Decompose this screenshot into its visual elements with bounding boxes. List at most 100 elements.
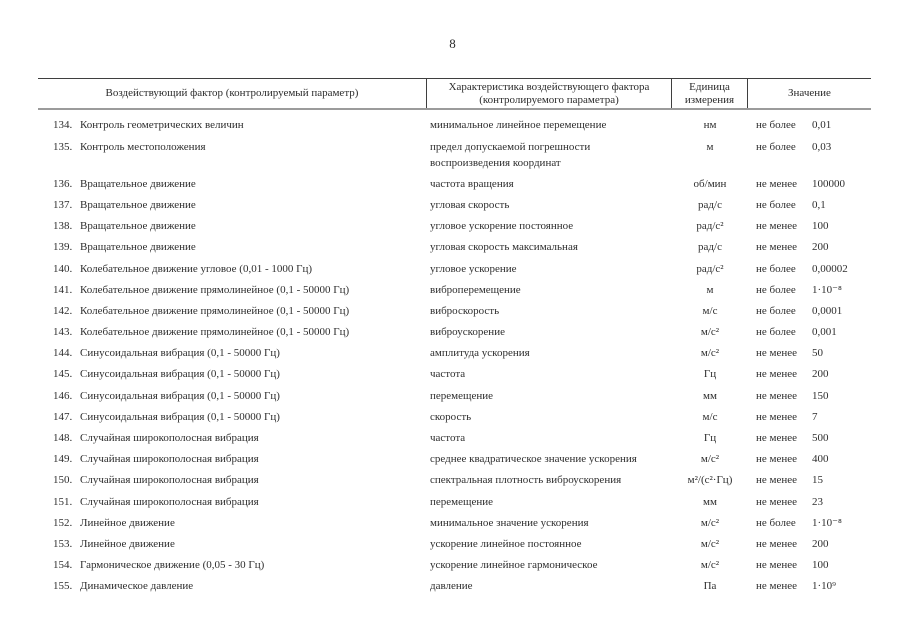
- row-number: 147.: [53, 410, 73, 423]
- table-row: 143. Колебательное движение прямолинейно…: [38, 322, 871, 343]
- row-number: 155.: [53, 580, 73, 593]
- factor-cell: Колебательное движение угловое (0,01 - 1…: [80, 262, 313, 275]
- factor-cell: Синусоидальная вибрация (0,1 - 50000 Гц): [80, 368, 280, 381]
- value-number: 1·10⁹: [812, 580, 836, 593]
- row-number: 137.: [53, 198, 73, 211]
- value-qualifier: не более: [756, 326, 796, 339]
- row-number: 152.: [53, 516, 73, 529]
- value-qualifier: не менее: [756, 241, 798, 254]
- factor-cell: Линейное движение: [80, 516, 175, 529]
- value-qualifier: не менее: [756, 368, 798, 381]
- value-cell: не более 0,1: [748, 197, 871, 213]
- unit-cell: рад/с: [698, 198, 722, 211]
- unit-cell: м/с: [702, 304, 718, 317]
- table-row: 141. Колебательное движение прямолинейно…: [38, 279, 871, 300]
- row-number: 144.: [53, 347, 73, 360]
- table-row: 134. Контроль геометрических величин мин…: [38, 115, 871, 136]
- value-number: 0,001: [812, 326, 837, 339]
- row-number: 139.: [53, 241, 73, 254]
- row-number: 141.: [53, 283, 73, 296]
- value-number: 23: [812, 495, 823, 508]
- value-qualifier: не менее: [756, 347, 798, 360]
- row-number: 148.: [53, 432, 73, 445]
- value-cell: не менее 150: [748, 388, 871, 404]
- factor-cell: Колебательное движение прямолинейное (0,…: [80, 283, 350, 296]
- unit-cell: м/с²: [700, 537, 720, 550]
- factor-cell: Синусоидальная вибрация (0,1 - 50000 Гц): [80, 347, 280, 360]
- unit-cell: рад/с²: [696, 262, 724, 275]
- parameters-table: Воздействующий фактор (контролируемый па…: [38, 78, 871, 597]
- value-qualifier: не менее: [756, 410, 798, 423]
- unit-cell: рад/с²: [696, 220, 724, 233]
- table-row: 144. Синусоидальная вибрация (0,1 - 5000…: [38, 343, 871, 364]
- table-body: 134. Контроль геометрических величин мин…: [38, 110, 871, 597]
- characteristic-cell: минимальное линейное перемещение: [430, 119, 607, 132]
- unit-cell: м/с²: [700, 326, 720, 339]
- value-number: 50: [812, 347, 823, 360]
- row-number: 151.: [53, 495, 73, 508]
- table-row: 142. Колебательное движение прямолинейно…: [38, 301, 871, 322]
- value-number: 0,00002: [812, 262, 848, 275]
- value-number: 1·10⁻⁸: [812, 283, 842, 296]
- table-row: 145. Синусоидальная вибрация (0,1 - 5000…: [38, 364, 871, 385]
- factor-cell: Случайная широкополосная вибрация: [80, 453, 259, 466]
- value-qualifier: не более: [756, 304, 796, 317]
- row-number: 136.: [53, 177, 73, 190]
- value-qualifier: не менее: [756, 220, 798, 233]
- value-cell: не более 0,0001: [748, 303, 871, 319]
- characteristic-cell: перемещение: [430, 495, 494, 508]
- factor-cell: Вращательное движение: [80, 241, 196, 254]
- value-qualifier: не более: [756, 516, 796, 529]
- characteristic-cell: давление: [430, 580, 473, 593]
- row-number: 150.: [53, 474, 73, 487]
- characteristic-cell: среднее квадратическое значение ускорени…: [430, 453, 637, 466]
- factor-cell: Динамическое давление: [80, 580, 194, 593]
- table-row: 135. Контроль местоположения предел допу…: [38, 136, 871, 173]
- unit-cell: м: [706, 140, 714, 153]
- value-cell: не менее 1·10⁹: [748, 578, 871, 594]
- value-qualifier: не более: [756, 119, 796, 132]
- table-row: 136. Вращательное движение частота враще…: [38, 173, 871, 194]
- row-number: 140.: [53, 262, 73, 275]
- row-number: 143.: [53, 326, 73, 339]
- column-header-characteristic: Характеристика воздействующего фактора (…: [427, 79, 672, 108]
- value-qualifier: не менее: [756, 453, 798, 466]
- characteristic-cell: спектральная плотность виброускорения: [430, 474, 622, 487]
- characteristic-cell: частота вращения: [430, 177, 514, 190]
- row-number: 142.: [53, 304, 73, 317]
- table-row: 154. Гармоническое движение (0,05 - 30 Г…: [38, 555, 871, 576]
- factor-cell: Линейное движение: [80, 537, 175, 550]
- value-cell: не менее 100: [748, 557, 871, 573]
- row-number: 135.: [53, 140, 73, 153]
- table-row: 138. Вращательное движение угловое ускор…: [38, 216, 871, 237]
- characteristic-cell: перемещение: [430, 389, 494, 402]
- value-qualifier: не более: [756, 198, 796, 211]
- value-cell: не менее 500: [748, 430, 871, 446]
- value-number: 100: [812, 559, 829, 572]
- value-cell: не менее 200: [748, 239, 871, 255]
- table-row: 140. Колебательное движение угловое (0,0…: [38, 258, 871, 279]
- factor-cell: Вращательное движение: [80, 220, 196, 233]
- factor-cell: Колебательное движение прямолинейное (0,…: [80, 304, 350, 317]
- table-row: 152. Линейное движение минимальное значе…: [38, 512, 871, 533]
- value-number: 200: [812, 537, 829, 550]
- value-cell: не менее 400: [748, 451, 871, 467]
- value-number: 7: [812, 410, 818, 423]
- value-cell: не менее 200: [748, 536, 871, 552]
- factor-cell: Гармоническое движение (0,05 - 30 Гц): [80, 559, 265, 572]
- factor-cell: Вращательное движение: [80, 198, 196, 211]
- value-number: 400: [812, 453, 829, 466]
- row-number: 153.: [53, 537, 73, 550]
- table-header-row: Воздействующий фактор (контролируемый па…: [38, 78, 871, 110]
- factor-cell: Контроль местоположения: [80, 140, 206, 153]
- row-number: 138.: [53, 220, 73, 233]
- value-number: 500: [812, 432, 829, 445]
- characteristic-cell: угловое ускорение постоянное: [430, 220, 574, 233]
- column-header-unit: Единица измерения: [672, 79, 748, 108]
- value-cell: не более 0,01: [748, 117, 871, 133]
- value-cell: не менее 200: [748, 366, 871, 382]
- value-number: 200: [812, 368, 829, 381]
- value-qualifier: не менее: [756, 432, 798, 445]
- unit-cell: Гц: [703, 368, 717, 381]
